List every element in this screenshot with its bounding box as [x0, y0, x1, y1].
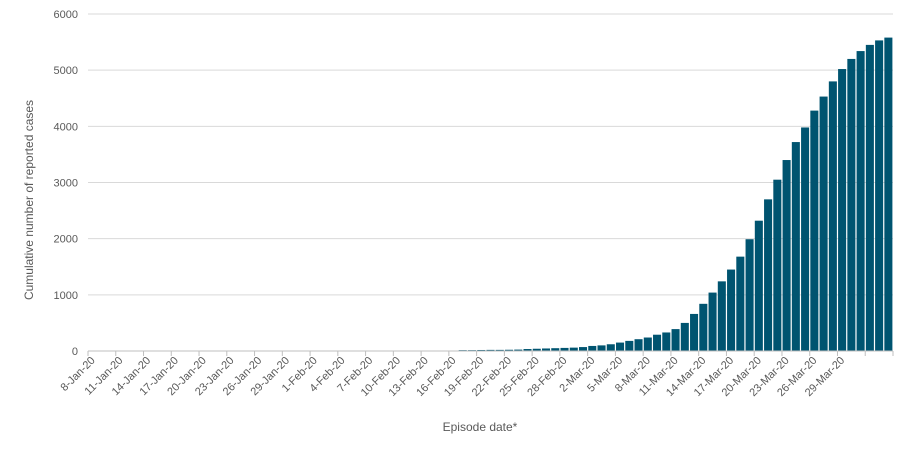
bar [736, 256, 745, 351]
bar [541, 348, 551, 351]
bar [579, 347, 588, 351]
bar [727, 269, 736, 351]
bar [865, 44, 874, 352]
y-tick-label: 3000 [54, 178, 78, 190]
bar [477, 349, 486, 351]
x-axis-title: Episode date* [443, 420, 518, 434]
bar [782, 160, 791, 351]
bar [523, 349, 532, 351]
bar [653, 334, 662, 351]
bar [828, 81, 837, 352]
x-tick-labels: 8-Jan-2011-Jan-2014-Jan-2017-Jan-2020-Ja… [59, 355, 848, 399]
bar [699, 303, 708, 351]
bar [847, 58, 856, 351]
bar [514, 349, 523, 351]
bar [643, 337, 652, 351]
gridlines [88, 13, 893, 296]
bars [458, 37, 893, 352]
bar [495, 349, 504, 351]
bar [754, 220, 763, 351]
bar [532, 348, 541, 351]
y-axis-title: Cumulative number of reported cases [22, 100, 36, 300]
bar [588, 345, 597, 351]
bar [634, 339, 643, 351]
bar [838, 69, 847, 351]
bar [773, 179, 782, 351]
bar [504, 349, 514, 351]
axes [87, 350, 894, 356]
bar [551, 348, 560, 351]
bar [560, 347, 569, 351]
bar [662, 332, 671, 351]
y-tick-label: 4000 [54, 121, 78, 133]
bar [708, 292, 717, 351]
bar [884, 37, 893, 352]
bar [717, 281, 726, 351]
y-tick-label: 6000 [54, 9, 78, 21]
bar [616, 342, 625, 351]
bar [569, 347, 578, 351]
y-tick-labels: 0 1000 2000 3000 4000 5000 6000 [54, 9, 78, 358]
y-tick-label: 1000 [54, 290, 78, 302]
bar [875, 40, 884, 351]
bar [810, 110, 819, 352]
bar [625, 340, 634, 351]
bar [819, 96, 828, 351]
bar [486, 349, 495, 351]
bar [690, 313, 699, 351]
y-tick-label: 0 [72, 346, 78, 358]
bar [680, 322, 689, 351]
bar [606, 344, 615, 351]
bar [801, 127, 810, 351]
bar [671, 329, 680, 351]
bar [597, 345, 606, 351]
bar [856, 51, 865, 351]
bar [764, 199, 773, 351]
y-tick-label: 5000 [54, 65, 78, 77]
bar [745, 239, 754, 351]
bar [791, 142, 800, 351]
y-tick-label: 2000 [54, 234, 78, 246]
